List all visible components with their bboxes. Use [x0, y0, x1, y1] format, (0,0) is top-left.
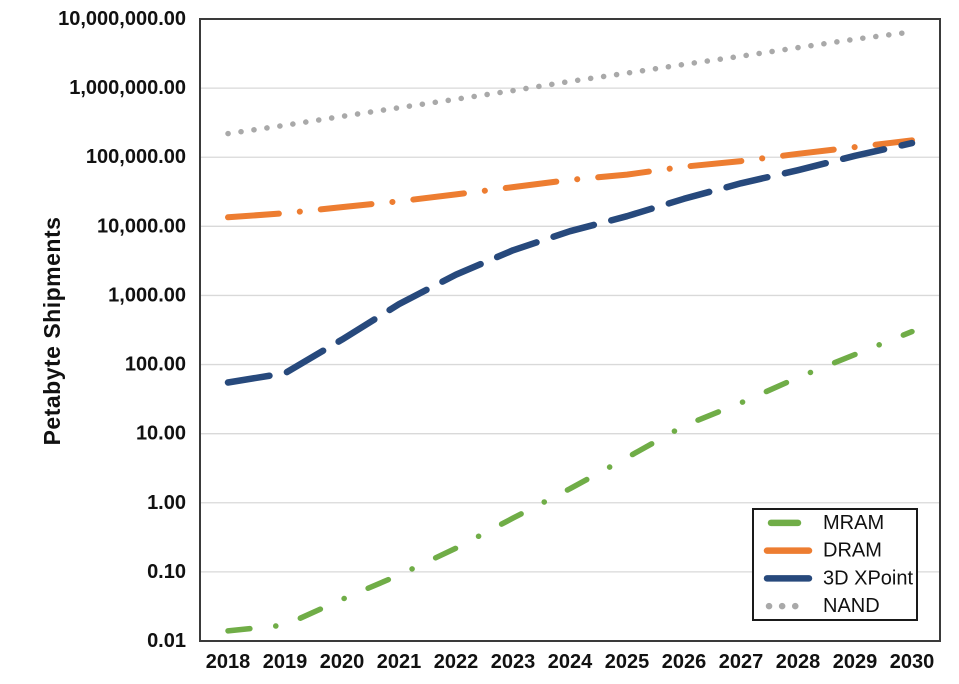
- x-tick-label: 2021: [377, 651, 422, 673]
- x-tick-label: 2026: [662, 651, 707, 673]
- x-tick-label: 2024: [548, 651, 593, 673]
- legend-label: NAND: [823, 595, 880, 617]
- legend-label: DRAM: [823, 540, 882, 562]
- legend-label: 3D XPoint: [823, 567, 913, 589]
- x-tick-label: 2025: [605, 651, 650, 673]
- x-tick-label: 2022: [434, 651, 479, 673]
- x-tick-label: 2020: [320, 651, 365, 673]
- y-tick-label: 1.00: [147, 492, 186, 514]
- plot-border: [199, 18, 941, 642]
- legend-label: MRAM: [823, 512, 884, 534]
- legend-item-dram: DRAM: [763, 540, 882, 562]
- legend-item-mram: MRAM: [767, 512, 884, 534]
- series-line-mram: [225, 328, 915, 634]
- x-tick-label: 2019: [263, 651, 308, 673]
- y-tick-label: 1,000.00: [108, 284, 186, 306]
- y-tick-label: 10,000,000.00: [58, 8, 186, 30]
- series-line-nand: [225, 29, 915, 137]
- x-tick-label: 2030: [890, 651, 935, 673]
- legend-item-3d-xpoint: 3D XPoint: [763, 567, 913, 589]
- x-tick-label: 2023: [491, 651, 536, 673]
- y-tick-label: 100,000.00: [86, 146, 186, 168]
- series-line-dram: [225, 137, 915, 221]
- y-tick-label: 1,000,000.00: [69, 77, 186, 99]
- series-line-3d-xpoint: [224, 139, 916, 386]
- legend: MRAM DRAM 3D XPoint NAND: [752, 508, 918, 621]
- y-tick-label: 100.00: [125, 354, 186, 376]
- x-tick-label: 2028: [776, 651, 821, 673]
- y-tick-label: 10,000.00: [97, 215, 186, 237]
- y-tick-label: 10.00: [136, 423, 186, 445]
- y-tick-label: 0.01: [147, 630, 186, 652]
- y-tick-label: 0.10: [147, 561, 186, 583]
- legend-box: [752, 508, 918, 621]
- legend-item-nand: NAND: [765, 595, 880, 617]
- x-tick-label: 2029: [833, 651, 878, 673]
- x-tick-label: 2027: [719, 651, 764, 673]
- x-tick-label: 2018: [206, 651, 251, 673]
